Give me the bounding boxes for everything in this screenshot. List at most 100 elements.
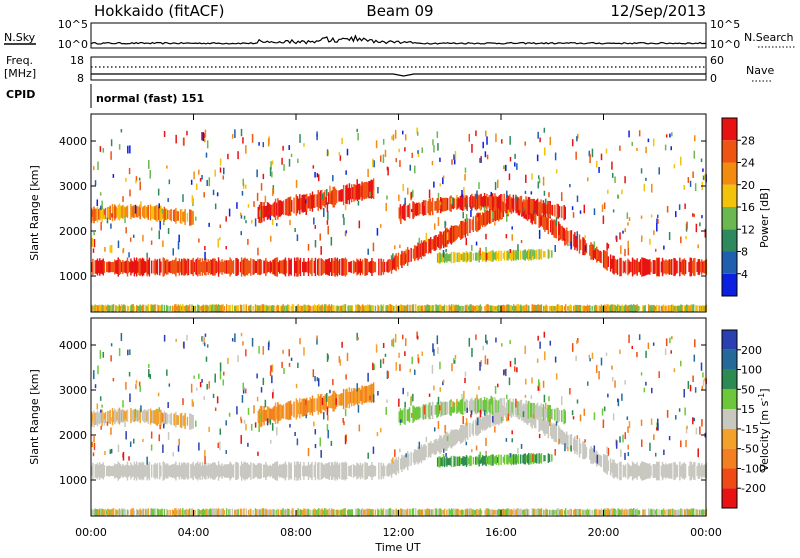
power-cell <box>93 232 95 236</box>
power-cell <box>305 195 307 200</box>
power-cell <box>605 148 608 154</box>
velocity-cell <box>133 409 136 422</box>
velocity-cell <box>551 408 554 420</box>
power-cell <box>492 250 494 262</box>
velocity-cell <box>593 451 596 463</box>
velocity-cell <box>465 425 468 438</box>
power-cell <box>128 167 131 175</box>
power-cell <box>484 151 487 158</box>
power-cell <box>638 130 641 137</box>
x-tick-label: 00:00 <box>690 526 722 539</box>
power-cell <box>169 305 171 311</box>
velocity-cell <box>380 508 382 517</box>
power-cell <box>253 201 255 207</box>
velocity-cell <box>514 366 516 372</box>
velocity-cell <box>144 464 146 478</box>
velocity-cell <box>236 462 238 480</box>
velocity-cell <box>594 452 597 464</box>
power-cell <box>182 304 184 313</box>
power-cell <box>514 305 516 311</box>
velocity-cell <box>203 396 205 401</box>
power-cell <box>439 231 441 251</box>
velocity-cell <box>125 431 127 440</box>
power-cell <box>557 204 560 219</box>
velocity-cell <box>241 394 244 403</box>
power-cell <box>317 189 319 211</box>
power-cell <box>97 305 100 312</box>
velocity-cell <box>586 508 589 517</box>
power-cell <box>569 304 571 313</box>
power-cell <box>254 304 257 313</box>
power-cell <box>498 250 500 262</box>
power-cell <box>558 221 560 241</box>
velocity-cell <box>100 509 102 516</box>
cpid-row: CPID normal (fast) 151 <box>6 84 204 108</box>
power-cell <box>542 200 545 217</box>
velocity-cell <box>141 461 144 481</box>
power-cell <box>653 230 655 235</box>
velocity-cell <box>107 410 109 424</box>
power-cell <box>531 205 533 225</box>
power-cell <box>587 177 589 182</box>
power-cell <box>177 241 180 250</box>
power-cell <box>491 250 493 262</box>
velocity-cell <box>160 409 162 426</box>
power-cell <box>146 207 148 218</box>
power-cell <box>270 161 272 170</box>
power-cell <box>302 305 304 312</box>
velocity-cell <box>194 509 197 516</box>
velocity-cell <box>330 508 333 517</box>
power-cell <box>224 260 227 274</box>
power-cell <box>195 258 198 276</box>
power-cell <box>622 305 625 311</box>
power-cell <box>357 184 360 200</box>
velocity-cell <box>303 347 305 356</box>
power-cell <box>114 259 116 275</box>
velocity-cell <box>275 461 277 481</box>
velocity-cell <box>190 464 192 478</box>
power-cell <box>599 305 601 311</box>
power-cell <box>376 228 379 236</box>
velocity-cell <box>380 462 382 480</box>
power-cell <box>548 192 550 198</box>
velocity-cell <box>289 463 291 479</box>
velocity-cell <box>214 462 216 480</box>
power-cell <box>517 250 520 261</box>
power-cell <box>268 305 271 312</box>
power-cell <box>408 203 411 219</box>
velocity-cell <box>505 438 508 442</box>
velocity-cell <box>283 368 285 375</box>
velocity-cell <box>186 334 188 341</box>
colorbar-segment <box>722 207 737 230</box>
velocity-cell <box>261 406 263 427</box>
power-cell <box>488 251 491 261</box>
velocity-cell <box>605 510 607 515</box>
power-cell <box>573 234 575 247</box>
colorbar-segment <box>722 229 737 252</box>
velocity-cell <box>569 387 571 395</box>
velocity-cell <box>430 405 433 416</box>
power-cell <box>524 141 526 146</box>
power-cell <box>199 306 201 311</box>
velocity-cell <box>357 388 360 404</box>
power-cell <box>484 206 486 212</box>
velocity-cell <box>675 464 678 478</box>
velocity-cell <box>155 408 158 426</box>
velocity-cell <box>91 413 94 422</box>
velocity-cell <box>257 509 259 516</box>
velocity-cell <box>116 411 118 421</box>
power-cell <box>260 305 262 312</box>
velocity-cell <box>651 387 653 394</box>
velocity-cell <box>266 509 268 516</box>
power-cell <box>477 305 479 312</box>
velocity-cell <box>132 409 134 422</box>
power-cell <box>150 304 153 313</box>
beam-title: Beam 09 <box>366 2 433 20</box>
velocity-cell <box>219 428 222 435</box>
power-cell <box>613 304 615 313</box>
power-cell <box>330 236 333 246</box>
colorbar-tick-label: 24 <box>741 157 755 170</box>
power-cell <box>398 305 401 312</box>
power-cell <box>425 305 427 312</box>
velocity-cell <box>613 459 615 479</box>
